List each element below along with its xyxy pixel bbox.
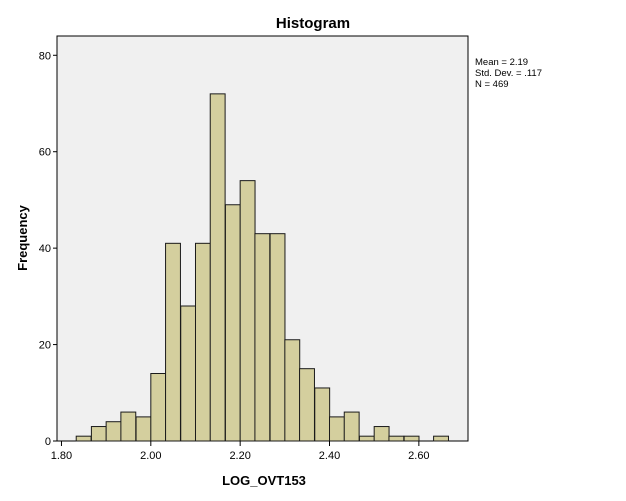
histogram-bar [120,411,137,442]
x-tick-label: 2.20 [229,450,250,462]
histogram-bar [254,233,271,442]
histogram-bar [373,426,390,442]
histogram-bar [403,435,420,442]
histogram-bar [284,339,301,442]
chart-title: Histogram [276,15,350,32]
histogram-bar [150,373,167,442]
y-tick-label: 80 [39,50,51,62]
histogram-bar [239,180,256,442]
histogram-bar [388,435,405,442]
histogram-bar [180,305,197,442]
y-tick-label: 60 [39,147,51,159]
histogram-bar [299,368,315,442]
histogram-bar [165,242,181,442]
x-axis: 1.80 2.00 2.20 2.40 2.60 [51,441,430,462]
y-tick-label: 40 [39,243,51,255]
x-tick-label: 2.40 [319,450,340,462]
histogram-bar [314,387,331,442]
x-tick-label: 2.60 [408,450,429,462]
histogram-bar [105,421,122,442]
y-axis-label: Frequency [15,204,30,271]
histogram-bar [343,411,360,442]
y-axis: 0 20 40 60 80 [39,50,57,448]
histogram-bar [90,426,107,442]
histogram-bar [224,204,241,442]
std-dev-stat: Std. Dev. = .117 [475,68,542,79]
stats-legend: Mean = 2.19 Std. Dev. = .117 N = 469 [475,57,542,90]
x-axis-label: LOG_OVT153 [222,473,306,488]
histogram-bar [209,93,226,442]
histogram-bar [194,242,211,442]
histogram-bar [358,435,375,442]
mean-stat: Mean = 2.19 [475,57,529,68]
histogram-bar [135,416,152,442]
bars-group [75,93,449,442]
histogram-bar [329,416,345,442]
histogram-bar [433,435,449,442]
y-tick-label: 0 [45,436,51,448]
x-tick-label: 2.00 [140,450,161,462]
y-tick-label: 20 [39,340,51,352]
histogram-bar [75,435,92,442]
x-tick-label: 1.80 [51,450,72,462]
n-stat: N = 469 [475,79,509,90]
histogram-bar [269,233,286,442]
